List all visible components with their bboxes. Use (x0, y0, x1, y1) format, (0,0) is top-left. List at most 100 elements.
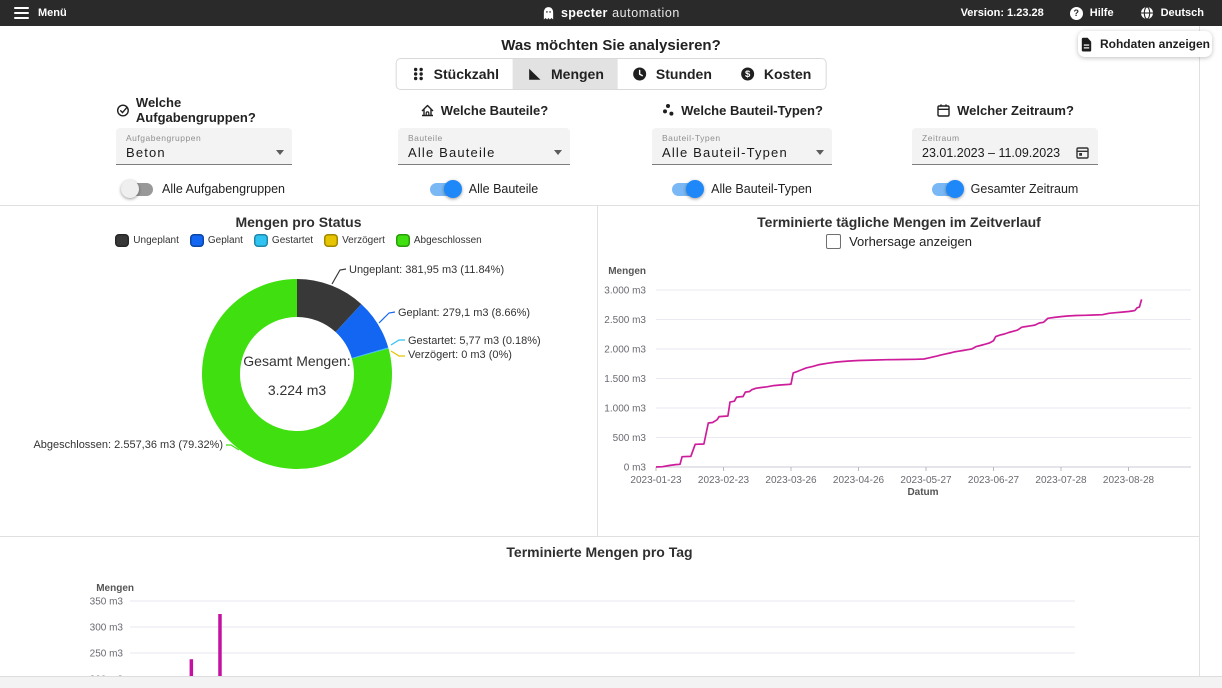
tab-label: Mengen (551, 66, 604, 82)
legend-item: Gestartet (253, 234, 313, 247)
forecast-label: Vorhersage anzeigen (849, 234, 972, 249)
ruler-triangle-icon (529, 68, 541, 80)
toggle-alle-aufgabengruppen[interactable]: Alle Aufgabengruppen (120, 180, 286, 198)
bar-chart-svg: Mengen 350 m3 300 m3 250 m3 200 m3 (90, 583, 1075, 677)
svg-text:1.000 m3: 1.000 m3 (604, 404, 646, 415)
filter-zeitraum: Welcher Zeitraum? Zeitraum 23.01.2023 – … (912, 100, 1098, 198)
toggle-switch[interactable] (672, 180, 705, 198)
rawdata-label: Rohdaten anzeigen (1099, 37, 1210, 51)
filter-question: Welche Bauteile? (440, 102, 549, 118)
field-label: Aufgabengruppen (126, 133, 202, 143)
svg-text:350 m3: 350 m3 (90, 597, 124, 608)
donut-callout: Gestartet: 5,77 m3 (0.18%) (408, 335, 541, 347)
toggle-label: Alle Bauteil-Typen (711, 182, 812, 196)
donut-slice-geplant[interactable] (335, 304, 389, 359)
aufgabengruppen-select[interactable]: Aufgabengruppen Beton (116, 128, 292, 165)
donut-title: Mengen pro Status (235, 214, 362, 230)
filter-question: Welcher Zeitraum? (957, 102, 1074, 118)
field-value: Beton (126, 145, 166, 160)
svg-text:200 m3: 200 m3 (90, 675, 124, 677)
toggle-gesamter-zeitraum[interactable]: Gesamter Zeitraum (931, 180, 1079, 198)
document-icon (1081, 37, 1092, 52)
donut-center-value: 3.224 m3 (267, 382, 327, 398)
legend-swatch (395, 234, 410, 247)
donut-callout: Ungeplant: 381,95 m3 (11.84%) (349, 264, 504, 276)
chevron-down-icon (276, 150, 284, 155)
field-label: Bauteil-Typen (662, 133, 721, 143)
filter-header: Welcher Zeitraum? (936, 100, 1074, 120)
donut-slice-ungeplant[interactable] (297, 279, 362, 333)
rawdata-button[interactable]: Rohdaten anzeigen (1078, 31, 1212, 57)
filter-header: Welche Bauteil-Typen? (661, 100, 823, 120)
legend-item: Geplant (189, 234, 243, 247)
toggle-switch[interactable] (429, 180, 462, 198)
calendar-picker-icon[interactable] (1075, 145, 1090, 160)
line-chart-svg: Mengen 0 m3 500 m3 1.000 m3 1.500 m3 2.000 m3… (604, 266, 1191, 498)
bauteile-select[interactable]: Bauteile Alle Bauteile (398, 128, 570, 165)
count-dots-icon (413, 67, 423, 81)
forecast-checkbox[interactable] (826, 234, 842, 249)
svg-text:2023-01-23: 2023-01-23 (630, 475, 682, 486)
donut-slice-gestartet[interactable] (351, 347, 389, 359)
svg-text:2023-03-26: 2023-03-26 (765, 475, 817, 486)
donut-callout: Abgeschlossen: 2.557,36 m3 (79.32%) (33, 439, 223, 451)
bauteil-typen-select[interactable]: Bauteil-Typen Alle Bauteil-Typen (652, 128, 832, 165)
svg-text:2023-06-27: 2023-06-27 (968, 475, 1020, 486)
scrollbar-gutter[interactable] (1199, 26, 1222, 676)
svg-text:2023-05-27: 2023-05-27 (900, 475, 952, 486)
analyze-question: Was möchten Sie analysieren? (501, 37, 721, 54)
daily-quantity-bar (189, 659, 194, 676)
building-icon (421, 104, 434, 116)
filter-aufgabengruppen: Welche Aufgabengruppen? Aufgabengruppen … (116, 95, 292, 198)
analyze-tabs: Stückzahl Mengen Stunden $ Kosten (395, 58, 827, 90)
line-chart-title: Terminierte tägliche Mengen im Zeitverla… (757, 214, 1041, 230)
scatter-dots-icon (663, 104, 674, 116)
svg-text:Mengen: Mengen (608, 266, 646, 277)
topbar: Menü specter automation Version: 1.23.28… (0, 0, 1222, 26)
daily-quantity-bar (218, 614, 222, 676)
panel-taegliche-mengen: Terminierte tägliche Mengen im Zeitverla… (597, 205, 1200, 537)
tab-label: Stunden (655, 66, 712, 82)
filter-question: Welche Aufgabengruppen? (135, 95, 256, 125)
donut-chart-svg: Ungeplant: 381,95 m3 (11.84%) Geplant: 27… (33, 264, 541, 469)
language-button[interactable]: Deutsch (1140, 6, 1204, 20)
donut-center-label: Gesamt Mengen: (243, 353, 351, 369)
toggle-label: Alle Aufgabengruppen (161, 182, 286, 196)
menu-label: Menü (38, 7, 67, 19)
field-label: Bauteile (408, 133, 443, 143)
toggle-switch[interactable] (931, 180, 964, 198)
page-bottom-edge (0, 676, 1222, 688)
help-button[interactable]: ? Hilfe (1069, 6, 1114, 20)
menu-button[interactable]: Menü (0, 7, 67, 19)
tab-stunden[interactable]: Stunden (618, 59, 726, 89)
toggle-switch[interactable] (120, 180, 153, 198)
donut-slice-abgeschlossen[interactable] (202, 279, 393, 469)
donut-legend: Ungeplant Geplant Gestartet Verzögert Abgesc… (0, 234, 597, 247)
svg-text:3.000 m3: 3.000 m3 (604, 286, 646, 297)
svg-text:Datum: Datum (907, 487, 938, 498)
svg-text:0 m3: 0 m3 (624, 463, 647, 474)
calendar-icon (937, 103, 950, 117)
panel-mengen-pro-tag: Terminierte Mengen pro Tag Mengen 350 m3 3… (0, 536, 1199, 676)
filter-header: Welche Bauteile? (420, 100, 548, 120)
clock-icon (633, 67, 647, 81)
field-value: Alle Bauteil-Typen (662, 145, 788, 160)
tab-kosten[interactable]: $ Kosten (726, 59, 825, 89)
legend-item: Verzögert (324, 234, 385, 247)
filter-bauteile: Welche Bauteile? Bauteile Alle Bauteile … (398, 100, 570, 198)
zeitraum-input[interactable]: Zeitraum 23.01.2023 – 11.09.2023 (912, 128, 1098, 165)
legend-swatch (115, 234, 130, 247)
language-label: Deutsch (1160, 7, 1204, 19)
version-label: Version: 1.23.28 (960, 7, 1044, 19)
tab-stueckzahl[interactable]: Stückzahl (397, 59, 513, 89)
brand-suffix: automation (612, 6, 680, 20)
toggle-alle-bauteil-typen[interactable]: Alle Bauteil-Typen (672, 180, 812, 198)
filter-question: Welche Bauteil-Typen? (681, 102, 823, 118)
help-icon: ? (1069, 6, 1083, 20)
tab-mengen[interactable]: Mengen (513, 59, 618, 89)
legend-item: Ungeplant (115, 234, 179, 247)
toggle-alle-bauteile[interactable]: Alle Bauteile (429, 180, 538, 198)
legend-item: Abgeschlossen (395, 234, 482, 247)
help-label: Hilfe (1089, 7, 1114, 19)
toggle-label: Gesamter Zeitraum (970, 182, 1079, 196)
